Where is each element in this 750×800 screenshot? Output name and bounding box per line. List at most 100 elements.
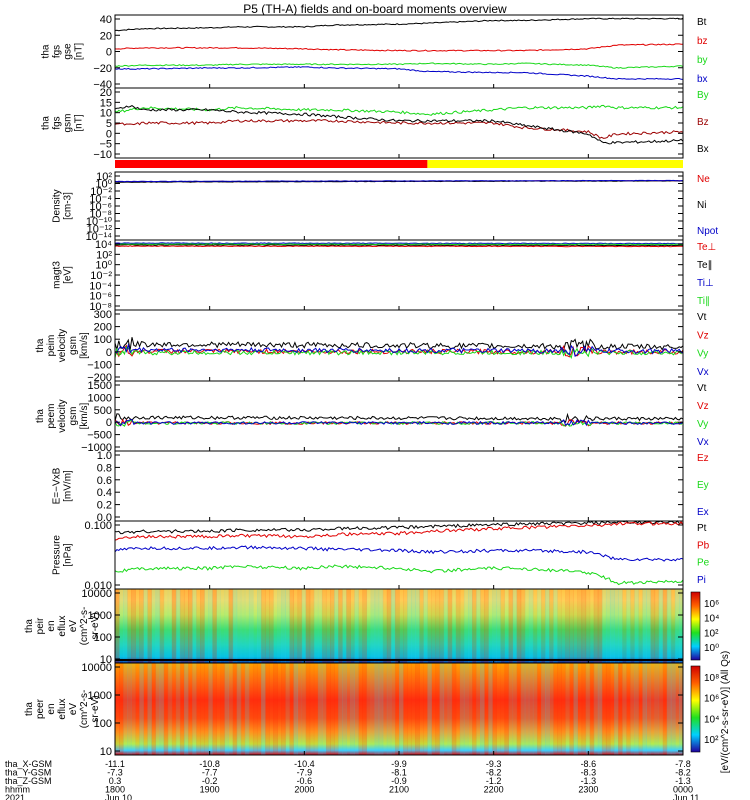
- spectrogram-column: [147, 589, 153, 663]
- y-axis-label: tha: [24, 619, 35, 633]
- spectrogram-column: [597, 663, 603, 755]
- spectrogram-column: [435, 589, 441, 663]
- x-axis-value: -10.4: [294, 759, 315, 769]
- series-line-Ti∥: [114, 243, 684, 246]
- spectrogram-column: [135, 663, 140, 755]
- spectrogram-column: [330, 589, 335, 663]
- y-axis-label: gsm: [68, 407, 79, 426]
- spectrogram-column: [581, 589, 587, 663]
- spectrogram-column: [504, 589, 510, 663]
- spectrogram-column: [212, 589, 217, 663]
- spectrogram-column: [573, 663, 579, 755]
- spectrogram-column: [382, 663, 388, 755]
- spectrogram-column: [313, 589, 319, 663]
- spectrogram-column: [431, 589, 437, 663]
- y-axis-label: (cm^2-s-: [79, 690, 90, 729]
- x-axis-value: -8.6: [581, 759, 597, 769]
- spectrogram-column: [399, 589, 404, 663]
- spectrogram-column: [403, 663, 408, 755]
- spectrogram-column: [301, 589, 307, 663]
- spectrogram-column: [362, 663, 368, 755]
- x-axis-value: 0.3: [109, 776, 122, 786]
- spectrogram-column: [163, 663, 169, 755]
- y-tick-label: 10⁻⁸: [89, 209, 112, 221]
- spectrogram-column: [342, 589, 347, 663]
- spectrogram-column: [419, 589, 424, 663]
- spectrogram-column: [585, 589, 591, 663]
- y-axis-label: tha: [24, 702, 35, 716]
- spectrogram-column: [171, 589, 177, 663]
- spectrogram-column: [545, 589, 550, 663]
- spectrogram-column: [605, 589, 611, 663]
- spectrogram-column: [520, 663, 526, 755]
- spectrogram-column: [589, 663, 595, 755]
- series-line-Bx: [114, 105, 684, 145]
- spectrogram-column: [666, 663, 672, 755]
- spectrogram-column: [370, 589, 376, 663]
- spectrogram-column: [508, 663, 514, 755]
- spectrogram-column: [220, 663, 226, 755]
- spectrogram-column: [208, 663, 213, 755]
- spectrogram-column: [350, 663, 355, 755]
- spectrogram-column: [212, 663, 217, 755]
- series-line-Te⊥: [114, 245, 684, 248]
- spectrogram-column: [557, 663, 562, 755]
- spectrogram-column: [228, 663, 234, 755]
- spectrogram-column: [439, 589, 445, 663]
- x-axis-value: -8.3: [581, 768, 597, 778]
- spectrogram-column: [435, 663, 441, 755]
- spectrogram-column: [439, 663, 445, 755]
- spectrogram-column: [252, 663, 258, 755]
- spectrogram-column: [622, 663, 627, 755]
- legend-item-3: Pi: [697, 575, 706, 586]
- spectrogram-column: [618, 663, 623, 755]
- spectrogram-column: [650, 589, 656, 663]
- y-tick-label: 1000: [88, 392, 112, 404]
- spectrogram-column: [131, 663, 136, 755]
- spectrogram-column: [484, 663, 489, 755]
- spectrogram-column: [577, 663, 583, 755]
- spectrogram-column: [386, 589, 392, 663]
- spectrogram-column: [232, 589, 238, 663]
- y-tick-label: 0: [106, 128, 112, 140]
- y-tick-label: 0.6: [97, 475, 112, 487]
- spectrogram-column: [317, 589, 323, 663]
- legend-item-1: Te∥: [697, 260, 713, 271]
- spectrogram-column: [232, 663, 238, 755]
- spectrogram-column: [196, 589, 201, 663]
- spectrogram-column: [524, 589, 530, 663]
- y-tick-label: 0.8: [97, 462, 112, 474]
- colorbar: [690, 591, 701, 661]
- series-line-Pb: [114, 520, 684, 541]
- spectrogram-column: [179, 663, 185, 755]
- spectrogram-column: [614, 663, 619, 755]
- spectrogram-column: [240, 589, 246, 663]
- x-axis-value: -1.3: [675, 776, 691, 786]
- y-tick-label: 5: [106, 118, 112, 130]
- y-tick-label: 1500: [88, 380, 112, 392]
- spectrogram-column: [472, 589, 477, 663]
- y-axis-label: Pressure: [52, 535, 63, 575]
- spectrogram-column: [273, 589, 278, 663]
- spectrogram-column: [386, 663, 392, 755]
- y-axis-label: magt3: [52, 261, 63, 289]
- spectrogram-column: [143, 663, 148, 755]
- spectrogram-column: [220, 589, 226, 663]
- spectrogram-column: [565, 589, 570, 663]
- spectrogram-column: [236, 589, 242, 663]
- spectrogram-column: [269, 663, 274, 755]
- spectrogram-column: [516, 589, 522, 663]
- legend-item-2: Ti⊥: [697, 278, 714, 289]
- y-tick-label: 10⁻¹²: [87, 224, 113, 236]
- spectrogram-column: [516, 663, 522, 755]
- spectrogram-column: [378, 663, 384, 755]
- spectrogram-column: [281, 663, 286, 755]
- spectrogram-column: [415, 589, 420, 663]
- spectrogram-column: [638, 663, 643, 755]
- x-axis-row-label: tha_X-GSM: [5, 759, 52, 769]
- spectrogram-column: [532, 589, 538, 663]
- x-axis-value: -10.8: [199, 759, 220, 769]
- colorbar-tick-label: 10⁸: [704, 673, 719, 684]
- spectrogram-column: [455, 663, 461, 755]
- spectrogram-column: [374, 663, 380, 755]
